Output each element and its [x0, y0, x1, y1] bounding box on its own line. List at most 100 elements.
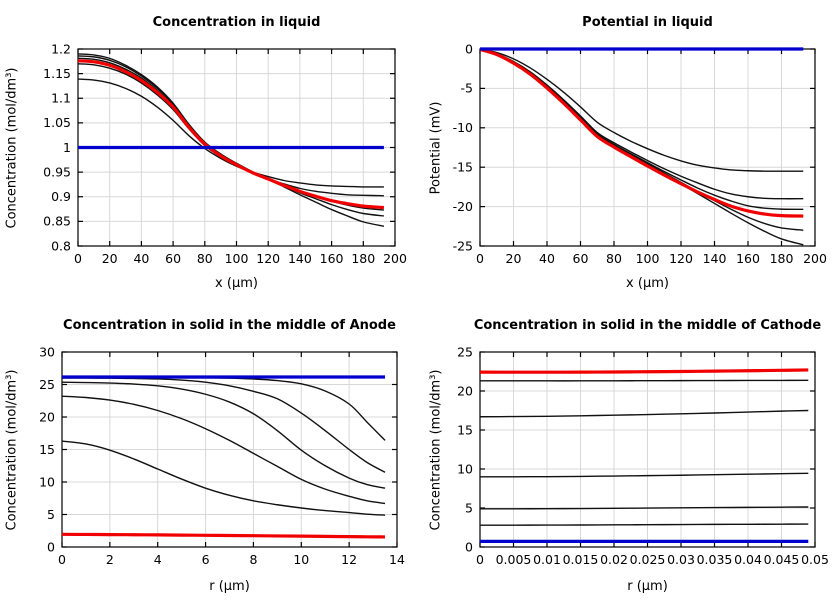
svg-text:200: 200: [803, 251, 827, 266]
svg-text:40: 40: [539, 251, 555, 266]
svg-text:-25: -25: [453, 238, 473, 253]
time-line-1: [61, 377, 386, 441]
svg-text:60: 60: [573, 251, 589, 266]
svg-text:1.2: 1.2: [51, 41, 71, 56]
svg-text:80: 80: [606, 251, 622, 266]
final-time-line: [479, 47, 804, 218]
final-time-line: [479, 368, 809, 374]
svg-text:140: 140: [703, 251, 727, 266]
plot-concentration-solid-anode: Concentration in solid in the middle of …: [0, 300, 420, 600]
svg-text:0.05: 0.05: [801, 552, 829, 567]
svg-text:120: 120: [669, 251, 693, 266]
svg-text:140: 140: [288, 251, 312, 266]
time-line-4: [61, 395, 386, 505]
svg-text:0.01: 0.01: [533, 552, 561, 567]
svg-text:120: 120: [256, 251, 280, 266]
plot-title: Concentration in liquid: [152, 15, 321, 30]
svg-text:40: 40: [133, 251, 149, 266]
plot-title: Potential in liquid: [582, 15, 713, 30]
svg-text:80: 80: [197, 251, 213, 266]
svg-text:0.015: 0.015: [563, 552, 599, 567]
svg-text:0.04: 0.04: [734, 552, 762, 567]
svg-text:10: 10: [39, 474, 55, 489]
svg-text:4: 4: [154, 552, 162, 567]
svg-text:30: 30: [39, 344, 55, 359]
svg-text:-5: -5: [461, 81, 473, 96]
svg-text:1.05: 1.05: [43, 115, 71, 130]
svg-text:14: 14: [389, 552, 405, 567]
svg-text:10: 10: [457, 461, 473, 476]
svg-text:60: 60: [165, 251, 181, 266]
x-axis-label: r (μm): [209, 579, 250, 594]
final-time-line: [77, 59, 385, 210]
time-line-1: [77, 78, 384, 188]
svg-text:0: 0: [58, 552, 66, 567]
svg-text:0.9: 0.9: [51, 189, 71, 204]
svg-text:0: 0: [476, 251, 484, 266]
x-axis-label: r (μm): [627, 579, 668, 594]
tick-labels: 0 2 4 6 8 10 12 14 0 5 10 15 20 25 30: [39, 344, 405, 567]
tick-labels: 0 0.005 0.01 0.015 0.02 0.025 0.03 0.035 0.04 0.0…: [457, 344, 829, 567]
plot-axes-concentration-solid-anode: 0 2 4 6 8 10 12 14 0 5 10 15 20 25 30: [39, 344, 405, 567]
svg-text:0: 0: [74, 251, 82, 266]
time-line-5: [479, 48, 804, 246]
svg-text:0: 0: [465, 41, 473, 56]
svg-text:0.95: 0.95: [43, 164, 71, 179]
series-lines: [479, 47, 804, 246]
plot-title: Concentration in solid in the middle of …: [473, 318, 822, 333]
time-line-1: [479, 523, 809, 526]
plot-axes-concentration-in-liquid: 0 20 40 60 80 100 120 140 160 180 200 0.8 0.85 0.9 0.9…: [43, 41, 407, 266]
svg-text:1.15: 1.15: [43, 66, 71, 81]
gridlines: [479, 48, 816, 247]
svg-text:20: 20: [506, 251, 522, 266]
final-time-line: [61, 532, 386, 539]
svg-text:0: 0: [47, 539, 55, 554]
time-line-5: [480, 379, 809, 382]
svg-text:0.85: 0.85: [43, 214, 71, 229]
gridlines: [61, 351, 398, 548]
plot-concentration-in-liquid: Concentration in liquid Concentration (m…: [0, 0, 420, 300]
x-axis-label: x (μm): [626, 276, 669, 291]
axis-box: [479, 351, 816, 548]
svg-text:20: 20: [102, 251, 118, 266]
time-line-1: [479, 48, 804, 172]
svg-text:0.005: 0.005: [496, 552, 532, 567]
svg-text:200: 200: [383, 251, 407, 266]
svg-text:5: 5: [47, 507, 55, 522]
svg-text:180: 180: [770, 251, 794, 266]
series-lines: [479, 368, 809, 543]
plot-title: Concentration in solid in the middle of …: [63, 318, 396, 333]
svg-text:8: 8: [249, 552, 257, 567]
svg-text:0.045: 0.045: [764, 552, 800, 567]
time-line-2: [77, 63, 384, 197]
time-line-4: [479, 409, 809, 418]
svg-text:5: 5: [465, 500, 473, 515]
svg-text:100: 100: [225, 251, 249, 266]
svg-text:0.8: 0.8: [51, 238, 71, 253]
svg-text:180: 180: [351, 251, 375, 266]
time-line-4: [77, 55, 384, 217]
time-line-3: [61, 381, 386, 489]
tick-labels: 0 20 40 60 80 100 120 140 160 180 200 0.8 0.85 0.9 0.9…: [43, 41, 407, 266]
svg-text:1: 1: [63, 140, 71, 155]
time-line-4: [479, 48, 804, 231]
svg-text:160: 160: [736, 251, 760, 266]
svg-text:-10: -10: [453, 120, 473, 135]
svg-text:160: 160: [320, 251, 344, 266]
svg-text:0: 0: [465, 539, 473, 554]
svg-text:0.02: 0.02: [600, 552, 628, 567]
svg-text:0: 0: [476, 552, 484, 567]
svg-text:15: 15: [457, 422, 473, 437]
svg-text:0.035: 0.035: [697, 552, 733, 567]
svg-text:20: 20: [39, 409, 55, 424]
axis-box: [61, 351, 398, 548]
time-line-2: [61, 377, 386, 473]
x-axis-label: x (μm): [215, 276, 258, 291]
svg-text:25: 25: [39, 377, 55, 392]
plot-axes-concentration-solid-cathode: 0 0.005 0.01 0.015 0.02 0.025 0.03 0.035 0.04 0.0…: [457, 344, 829, 567]
svg-text:15: 15: [39, 442, 55, 457]
svg-text:6: 6: [202, 552, 210, 567]
svg-text:1.1: 1.1: [51, 91, 71, 106]
plot-concentration-solid-cathode: Concentration in solid in the middle of …: [420, 300, 840, 600]
